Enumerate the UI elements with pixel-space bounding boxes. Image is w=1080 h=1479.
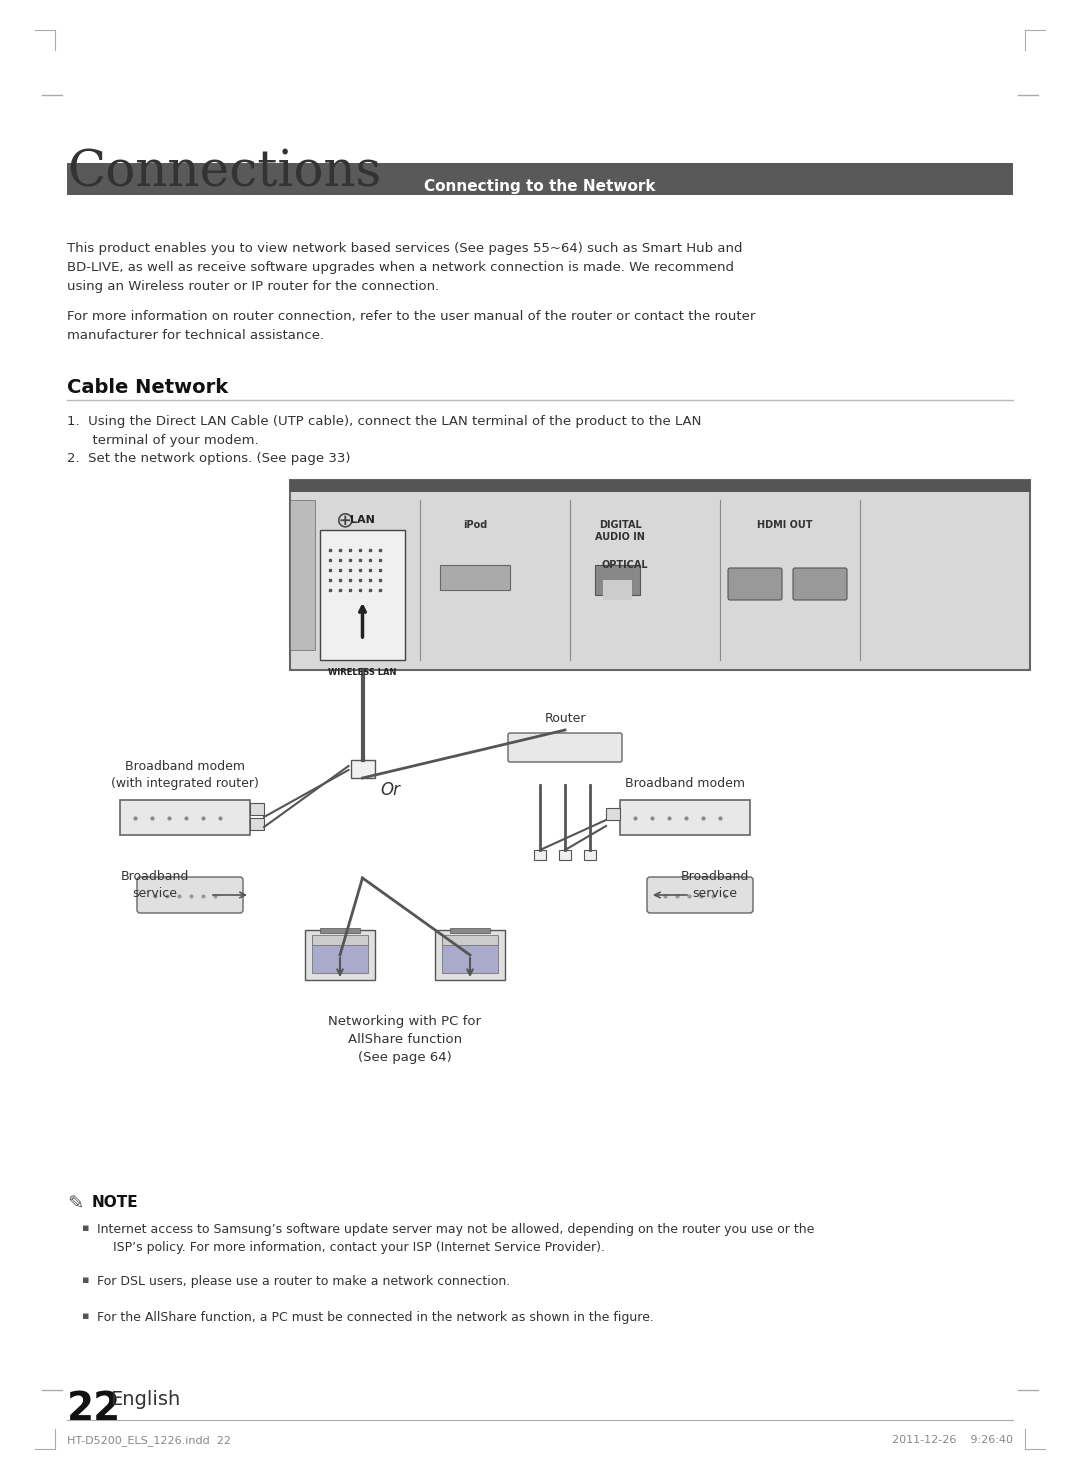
Text: OPTICAL: OPTICAL bbox=[602, 561, 648, 569]
Bar bbox=[603, 580, 632, 600]
Text: DIGITAL
AUDIO IN: DIGITAL AUDIO IN bbox=[595, 521, 645, 543]
Text: For DSL users, please use a router to make a network connection.: For DSL users, please use a router to ma… bbox=[97, 1275, 510, 1288]
Bar bbox=[442, 938, 498, 973]
Text: ▪: ▪ bbox=[82, 1223, 90, 1233]
FancyBboxPatch shape bbox=[137, 877, 243, 913]
Text: Connecting to the Network: Connecting to the Network bbox=[424, 179, 656, 194]
Text: HT-D5200_ELS_1226.indd  22: HT-D5200_ELS_1226.indd 22 bbox=[67, 1435, 231, 1446]
Bar bbox=[584, 850, 596, 859]
Bar bbox=[620, 800, 750, 836]
Text: Internet access to Samsung’s software update server may not be allowed, dependin: Internet access to Samsung’s software up… bbox=[97, 1223, 814, 1254]
Bar bbox=[435, 930, 505, 981]
Text: ▪: ▪ bbox=[82, 1310, 90, 1321]
Text: WIRELESS LAN: WIRELESS LAN bbox=[328, 669, 396, 677]
Text: 2011-12-26    9:26:40: 2011-12-26 9:26:40 bbox=[892, 1435, 1013, 1445]
Bar bbox=[249, 803, 264, 815]
Bar bbox=[120, 800, 249, 836]
Text: Or: Or bbox=[380, 781, 400, 799]
Text: Broadband
service: Broadband service bbox=[121, 870, 189, 901]
Text: HDMI OUT: HDMI OUT bbox=[757, 521, 813, 529]
FancyBboxPatch shape bbox=[728, 568, 782, 600]
Bar bbox=[291, 481, 1030, 493]
Text: Broadband modem
(with integrated router): Broadband modem (with integrated router) bbox=[111, 760, 259, 790]
Text: iPod: iPod bbox=[463, 521, 487, 529]
Bar bbox=[291, 500, 315, 649]
Text: 1.  Using the Direct LAN Cable (UTP cable), connect the LAN terminal of the prod: 1. Using the Direct LAN Cable (UTP cable… bbox=[67, 416, 701, 447]
Text: Router: Router bbox=[544, 711, 585, 725]
Text: This product enables you to view network based services (See pages 55~64) such a: This product enables you to view network… bbox=[67, 243, 743, 293]
Bar bbox=[559, 850, 571, 859]
Text: For the AllShare function, a PC must be connected in the network as shown in the: For the AllShare function, a PC must be … bbox=[97, 1310, 653, 1324]
Text: 22: 22 bbox=[67, 1390, 121, 1429]
FancyBboxPatch shape bbox=[508, 734, 622, 762]
FancyBboxPatch shape bbox=[793, 568, 847, 600]
Bar bbox=[320, 927, 360, 933]
Text: Broadband modem: Broadband modem bbox=[625, 776, 745, 790]
Bar bbox=[249, 818, 264, 830]
Bar bbox=[305, 930, 375, 981]
Bar bbox=[320, 529, 405, 660]
FancyBboxPatch shape bbox=[647, 877, 753, 913]
Text: Cable Network: Cable Network bbox=[67, 379, 228, 396]
Bar bbox=[312, 938, 368, 973]
Text: ⊕: ⊕ bbox=[336, 510, 354, 529]
Bar bbox=[450, 927, 490, 933]
Text: Connections: Connections bbox=[67, 148, 381, 198]
Bar bbox=[606, 808, 620, 819]
Text: LAN: LAN bbox=[350, 515, 375, 525]
Bar bbox=[291, 481, 1030, 670]
Bar bbox=[595, 565, 640, 595]
Bar bbox=[351, 760, 375, 778]
Text: NOTE: NOTE bbox=[92, 1195, 138, 1210]
Bar bbox=[534, 850, 546, 859]
Text: 2.  Set the network options. (See page 33): 2. Set the network options. (See page 33… bbox=[67, 453, 351, 464]
Text: For more information on router connection, refer to the user manual of the route: For more information on router connectio… bbox=[67, 311, 755, 342]
Text: Broadband
service: Broadband service bbox=[680, 870, 750, 901]
Bar bbox=[440, 565, 510, 590]
Text: Networking with PC for
AllShare function
(See page 64): Networking with PC for AllShare function… bbox=[328, 1015, 482, 1063]
Bar bbox=[442, 935, 498, 945]
Bar bbox=[67, 163, 1013, 195]
Text: ▪: ▪ bbox=[82, 1275, 90, 1285]
Text: English: English bbox=[110, 1390, 180, 1409]
Bar bbox=[312, 935, 368, 945]
Text: ✎: ✎ bbox=[67, 1195, 83, 1214]
